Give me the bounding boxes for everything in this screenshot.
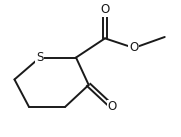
Text: O: O [100, 3, 110, 16]
Text: O: O [129, 42, 139, 54]
Text: O: O [108, 100, 117, 113]
Text: S: S [36, 51, 43, 64]
